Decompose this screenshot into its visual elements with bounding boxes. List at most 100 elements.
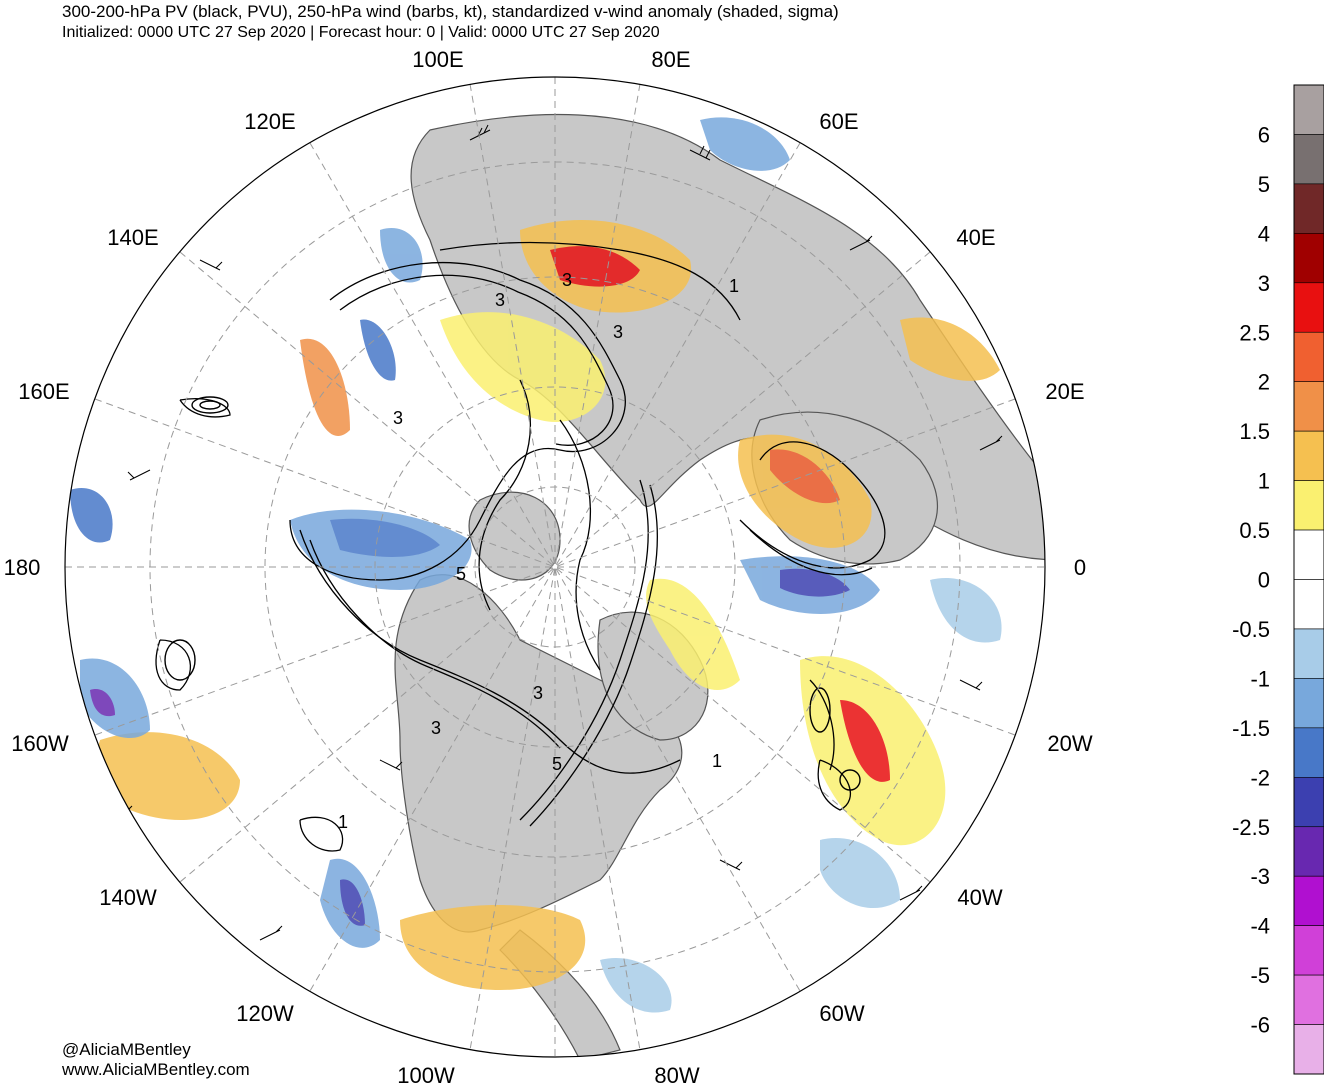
anomaly-neg-9	[70, 488, 113, 543]
wind-barb-8	[719, 859, 743, 871]
wind-barb-6	[959, 679, 983, 691]
colorbar-swatch	[1293, 875, 1324, 926]
wind-barb-5	[127, 469, 151, 481]
colorbar-swatch	[1293, 84, 1324, 135]
anomaly-pos-9	[96, 732, 240, 820]
wind-barb-4	[199, 259, 223, 271]
colorbar-tick-label: -5	[1250, 963, 1270, 988]
anomaly-pos-3	[550, 246, 640, 287]
colorbar-tick-label: 1.5	[1239, 419, 1270, 444]
colorbar-swatch	[1293, 134, 1324, 185]
lon-label-60e: 60E	[819, 109, 858, 134]
colorbar-tick-label: -1	[1250, 666, 1270, 691]
lon-label-140e: 140E	[107, 225, 158, 250]
colorbar-tick-label: 6	[1258, 122, 1270, 147]
pv-contour-11	[817, 759, 851, 811]
pv-contour-8	[749, 529, 873, 576]
pv-contour-13	[179, 398, 231, 418]
contour-label: 3	[562, 270, 572, 290]
anomaly-neg-12	[360, 319, 396, 381]
meridian-60e-120w	[309, 142, 801, 992]
colorbar-swatch	[1293, 529, 1324, 580]
lon-label-100w: 100W	[397, 1063, 455, 1086]
pv-contour-4	[309, 539, 561, 749]
pv-contour-10	[809, 679, 835, 771]
lon-label-160w: 160W	[11, 731, 69, 756]
wind-barb-3	[849, 235, 873, 251]
closed-low-2	[199, 400, 221, 410]
land-north-america	[394, 574, 683, 933]
pv-contour-3	[299, 529, 681, 774]
pv-contour-layer	[155, 241, 886, 852]
wind-barb-layer	[109, 124, 1003, 941]
colorbar-swatch	[1293, 826, 1324, 877]
lon-label-80w: 80W	[654, 1063, 699, 1086]
contour-label: 3	[393, 408, 403, 428]
colorbar-tick-label: -6	[1250, 1013, 1270, 1038]
colorbar-tick-label: 5	[1258, 172, 1270, 197]
lon-label-140w: 140W	[99, 885, 157, 910]
pv-contour-7	[739, 441, 886, 569]
anomaly-pos-7	[840, 700, 890, 782]
lon-label-40e: 40E	[956, 225, 995, 250]
lon-label-40w: 40W	[957, 885, 1002, 910]
colorbar-swatch	[1293, 381, 1324, 432]
closed-low-1	[191, 396, 229, 414]
latitude-circle-1	[149, 161, 961, 973]
contour-label: 5	[456, 564, 466, 584]
wind-barb-10	[899, 885, 923, 901]
anomaly-pos-8	[400, 905, 586, 990]
colorbar-swatch	[1293, 579, 1324, 630]
lon-label-0: 0	[1074, 555, 1086, 580]
anomaly-neg-2	[330, 518, 440, 557]
anomaly-neg-13	[820, 838, 900, 909]
latitude-circle-3	[374, 386, 736, 748]
colorbar-tick-label: -2.5	[1232, 815, 1270, 840]
contour-label: 3	[495, 290, 505, 310]
meridian-160e-20w	[94, 398, 1016, 736]
colorbar-swatch	[1293, 678, 1324, 729]
anomaly-pos-5	[770, 449, 840, 504]
contour-label: 1	[729, 276, 739, 296]
meridian-100e-80w	[469, 83, 641, 1051]
longitude-labels: 100E 80E 120E 60E 140E 40E 160E 20E 180 …	[4, 47, 1093, 1086]
closed-low-4	[839, 769, 861, 791]
pv-contour-5	[519, 479, 649, 821]
pv-contour-6	[529, 484, 659, 827]
closed-low-5	[164, 639, 196, 681]
colorbar-tick-label: 0.5	[1239, 518, 1270, 543]
wind-barb-7	[979, 435, 1003, 451]
meridian-20e-160w	[94, 398, 1016, 736]
colorbar-swatch	[1293, 727, 1324, 778]
anomaly-pos-11	[646, 578, 740, 690]
contour-label: 3	[613, 322, 623, 342]
contour-label: 1	[338, 812, 348, 832]
colorbar-swatch	[1293, 776, 1324, 828]
colorbar-swatch	[1293, 331, 1324, 383]
colorbar-swatch	[1293, 628, 1324, 679]
chart-title: 300-200-hPa PV (black, PVU), 250-hPa win…	[62, 2, 839, 21]
pv-contour-12	[155, 639, 191, 691]
colorbar-tick-label: 4	[1258, 221, 1270, 246]
pv-contour-15	[478, 379, 532, 611]
colorbar-swatch	[1293, 925, 1324, 976]
pv-contour-16	[559, 419, 601, 671]
lon-label-120e: 120E	[244, 109, 295, 134]
lon-label-100e: 100E	[412, 47, 463, 72]
colorbar-tick-label: -0.5	[1232, 617, 1270, 642]
lon-label-160e: 160E	[18, 379, 69, 404]
closed-low-3	[809, 687, 831, 733]
lon-label-180: 180	[4, 555, 41, 580]
contour-label: 3	[431, 718, 441, 738]
chart-subtitle: Initialized: 0000 UTC 27 Sep 2020 | Fore…	[62, 24, 660, 41]
colorbar-tick-label: 2	[1258, 370, 1270, 395]
colorbar-swatch	[1293, 183, 1324, 234]
colorbar-swatch	[1293, 233, 1324, 284]
wind-barb-9	[259, 925, 283, 941]
lon-label-120w: 120W	[236, 1001, 294, 1026]
contour-label: 5	[552, 754, 562, 774]
lon-label-20e: 20E	[1045, 379, 1084, 404]
lon-label-20w: 20W	[1047, 731, 1092, 756]
anomaly-neg-15	[930, 578, 1002, 643]
